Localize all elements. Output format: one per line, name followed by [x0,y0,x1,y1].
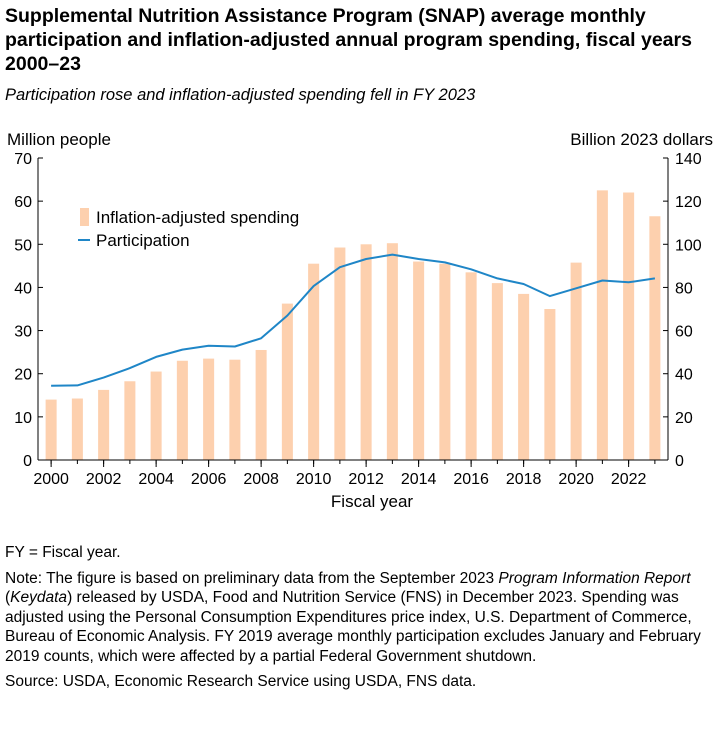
x-tick-label: 2022 [611,471,647,488]
legend-spending-swatch [80,208,89,226]
spending-bar-2012 [360,244,372,460]
x-axis-label: Fiscal year [331,492,414,511]
y-right-tick-label: 80 [675,280,693,297]
participation-point-2007 [234,346,236,348]
notes: FY = Fiscal year. Note: The figure is ba… [5,543,713,698]
y-right-tick-label: 60 [675,324,693,341]
chart-subtitle: Participation rose and inflation-adjuste… [5,86,476,104]
spending-bar-2013 [386,243,398,460]
participation-point-2005 [181,349,183,351]
participation-point-2008 [260,337,262,339]
participation-point-2003 [129,367,131,369]
legend: Inflation-adjusted spending Participatio… [78,208,299,250]
participation-point-2018 [523,283,525,285]
spending-bar-2002 [98,389,110,460]
participation-point-2010 [313,285,315,287]
x-tick-label: 2008 [243,471,279,488]
y-right-tick-label: 40 [675,367,693,384]
source-note: Source: USDA, Economic Research Service … [5,673,477,690]
fy-note: FY = Fiscal year. [5,544,121,561]
x-tick-label: 2002 [86,471,122,488]
spending-bar-2021 [596,190,608,460]
spending-bars [45,190,661,460]
spending-bar-2003 [124,381,136,460]
spending-bar-2011 [334,247,346,460]
spending-bar-2015 [439,263,451,460]
y-left-tick-label: 20 [14,367,32,384]
legend-participation-label: Participation [96,231,190,250]
y-left-tick-label: 30 [14,324,32,341]
chart: Million people Billion 2023 dollars 0 10 2… [7,130,713,511]
participation-point-2006 [208,345,210,347]
spending-bar-2020 [570,262,582,460]
participation-point-2000 [50,385,52,387]
participation-point-2020 [575,287,577,289]
spending-bar-2005 [176,360,188,460]
participation-point-2012 [365,258,367,260]
spending-bar-2006 [203,358,215,460]
y-right-tick-label: 0 [675,453,684,470]
x-tick-label: 2000 [33,471,69,488]
spending-bar-2004 [150,371,162,460]
participation-line-layer [50,253,656,387]
participation-point-2022 [628,281,630,283]
y-left-tick-label: 40 [14,280,32,297]
x-tick-label: 2018 [506,471,542,488]
y-right-tick-label: 120 [675,194,702,211]
y-left-tick-label: 60 [14,194,32,211]
participation-point-2001 [76,384,78,386]
y-right-tick-label: 20 [675,410,693,427]
participation-point-2021 [601,280,603,282]
spending-bar-2008 [255,349,267,460]
spending-bar-2022 [623,192,635,460]
participation-point-2014 [418,258,420,260]
legend-spending-label: Inflation-adjusted spending [96,208,299,227]
spending-bar-2007 [229,359,241,460]
participation-point-2023 [654,277,656,279]
x-tick-label: 2020 [558,471,594,488]
spending-bar-2001 [71,398,83,460]
spending-bar-2000 [45,399,57,460]
participation-point-2019 [549,295,551,297]
participation-point-2004 [155,356,157,358]
y-left-tick-label: 70 [14,151,32,168]
data-note: Note: The figure is based on preliminary… [5,569,701,665]
spending-bar-2023 [649,216,661,460]
spending-bar-2009 [281,303,293,460]
chart-title: Supplemental Nutrition Assistance Progra… [5,5,692,75]
participation-point-2016 [470,268,472,270]
x-tick-label: 2006 [191,471,227,488]
y-right-tick-label: 140 [675,151,702,168]
participation-point-2011 [339,266,341,268]
y-right-tick-label: 100 [675,237,702,254]
spending-bar-2016 [465,272,477,460]
participation-point-2015 [444,261,446,263]
participation-point-2002 [103,377,105,379]
x-tick-label: 2014 [401,471,437,488]
y-axis-right-label: Billion 2023 dollars [570,130,713,149]
x-tick-label: 2004 [138,471,174,488]
spending-bar-2014 [413,261,425,460]
y-axis-left-label: Million people [7,130,111,149]
y-left-tick-label: 0 [23,453,32,470]
participation-point-2013 [391,254,393,256]
spending-bar-2010 [308,263,320,460]
participation-point-2009 [286,314,288,316]
y-left-tick-label: 50 [14,237,32,254]
spending-bar-2019 [544,309,556,460]
axes: 0 10 20 30 40 50 60 70 0 20 40 60 80 100 120 140 2000 200… [14,151,702,488]
x-tick-label: 2010 [296,471,332,488]
spending-bar-2018 [518,293,530,460]
y-left-tick-label: 10 [14,410,32,427]
x-tick-label: 2012 [348,471,384,488]
participation-point-2017 [496,277,498,279]
x-tick-label: 2016 [453,471,489,488]
spending-bar-2017 [491,283,503,460]
participation-line [51,253,656,387]
